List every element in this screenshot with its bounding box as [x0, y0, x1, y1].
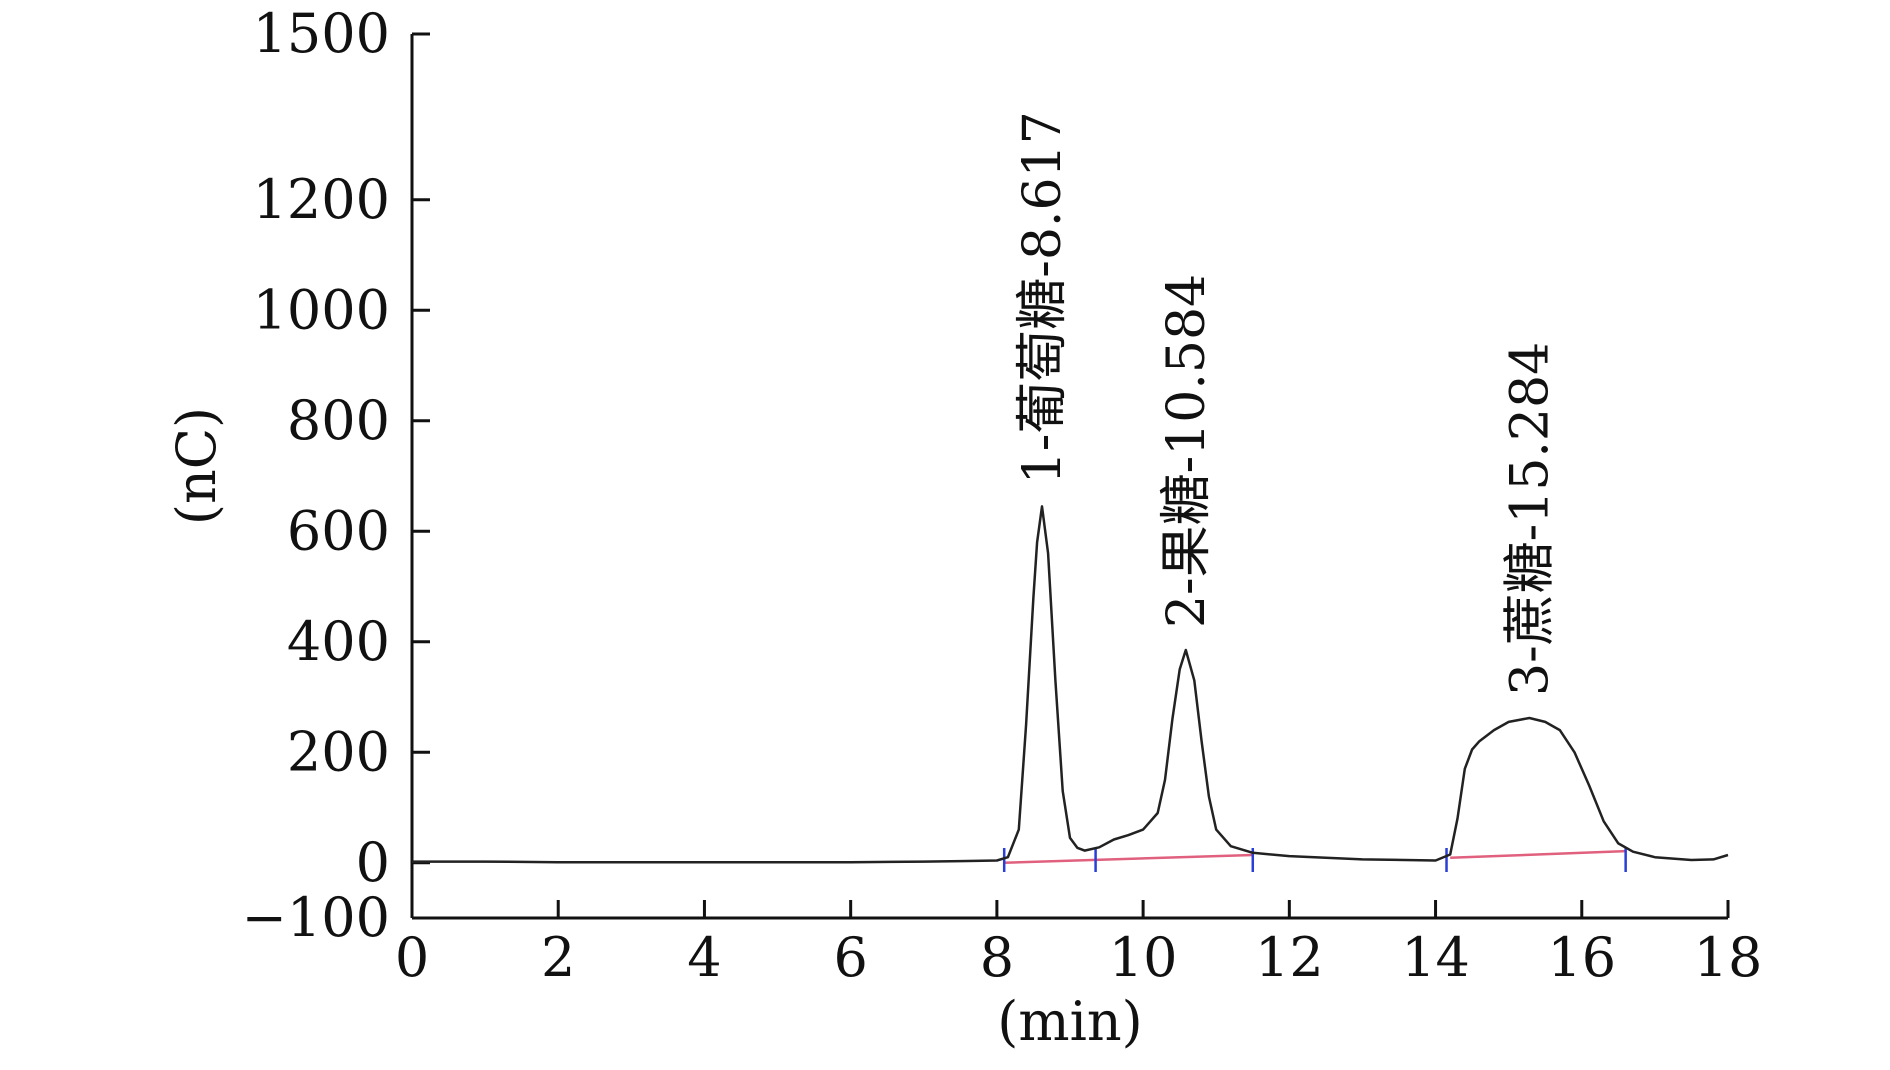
- chromatogram-trace: [412, 505, 1729, 864]
- y-tick-label: 1000: [253, 278, 390, 341]
- peak-label: 2-果糖-10.584: [1157, 274, 1217, 628]
- x-tick-label: 14: [1401, 926, 1470, 989]
- x-tick-label: 16: [1547, 926, 1616, 989]
- tick-labels: 0 2 4 6 8 10 12 14 16 18 −1000 200 400 600 800 1000 1200…: [242, 2, 1763, 989]
- x-tick-label: 10: [1109, 926, 1178, 989]
- peak-label: 1-葡萄糖-8.617: [1013, 111, 1073, 484]
- x-axis-title: (min): [997, 990, 1142, 1053]
- series-group: [412, 505, 1729, 864]
- y-axis-title: (nC): [165, 407, 228, 525]
- x-tick-label: 4: [687, 926, 721, 989]
- x-tick-label: 6: [833, 926, 867, 989]
- x-tick-label: 2: [541, 926, 575, 989]
- y-tick-label: 200: [287, 720, 390, 783]
- x-tick-label: 12: [1255, 926, 1324, 989]
- peak-label: 3-蔗糖-15.284: [1500, 342, 1560, 696]
- x-tick-label: 0: [395, 926, 429, 989]
- y-tick-label: 0: [356, 831, 390, 894]
- integration-markers: [1002, 847, 1627, 872]
- y-tick-label: 800: [287, 389, 390, 452]
- y-tick-label: 400: [287, 610, 390, 673]
- y-tick-label: 1200: [253, 168, 390, 231]
- y-tick-label: 1500: [253, 2, 390, 65]
- baseline-segment: [1450, 849, 1626, 860]
- x-tick-label: 18: [1694, 926, 1763, 989]
- x-tick-label: 8: [980, 926, 1014, 989]
- peak-labels: 1-葡萄糖-8.617 2-果糖-10.584 3-蔗糖-15.284: [1013, 111, 1560, 696]
- y-tick-label: 600: [287, 499, 390, 562]
- baseline-segment: [1004, 853, 1253, 864]
- y-tick-label: −100: [242, 886, 390, 949]
- baseline-segments: [1004, 849, 1626, 864]
